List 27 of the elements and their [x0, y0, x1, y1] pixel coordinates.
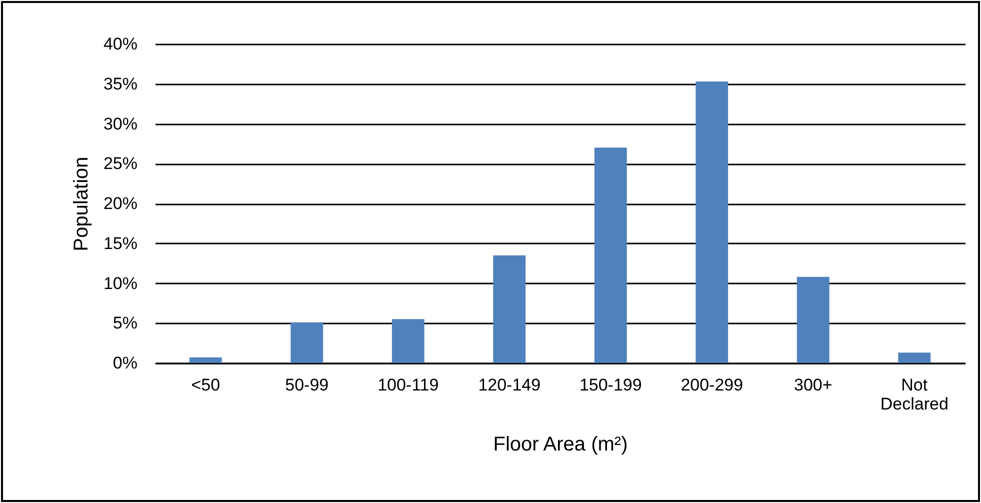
bar: [594, 148, 627, 363]
bar: [493, 255, 526, 363]
bar: [290, 322, 324, 363]
x-axis-title: Floor Area (m²): [493, 434, 628, 456]
x-tick-label: Not Declared: [880, 376, 948, 414]
bar: [392, 319, 424, 363]
y-axis-title: Population: [70, 156, 92, 252]
x-tick-label: 300+: [794, 376, 832, 394]
x-tick-label: 120-149: [478, 376, 541, 394]
bar: [696, 81, 728, 363]
y-tick-label: 0%: [112, 354, 138, 372]
bar: [189, 357, 222, 363]
y-tick-label: 35%: [103, 74, 138, 94]
y-tick-label: 40%: [103, 34, 138, 54]
y-tick-label: 10%: [103, 274, 138, 293]
x-tick-label: 150-199: [579, 376, 642, 394]
y-tick-label: 20%: [103, 194, 138, 213]
x-tick-label: <50: [191, 376, 220, 394]
y-tick-label: 25%: [103, 154, 138, 174]
x-tick-label: 200-299: [680, 376, 744, 394]
bar: [898, 352, 931, 363]
y-tick-label: 5%: [112, 314, 138, 333]
y-tick-label: 30%: [103, 114, 138, 134]
x-tick-label: 100-119: [378, 376, 439, 394]
y-tick-label: 15%: [103, 234, 138, 253]
bar: [796, 276, 830, 363]
x-tick-label: 50-99: [285, 376, 329, 394]
